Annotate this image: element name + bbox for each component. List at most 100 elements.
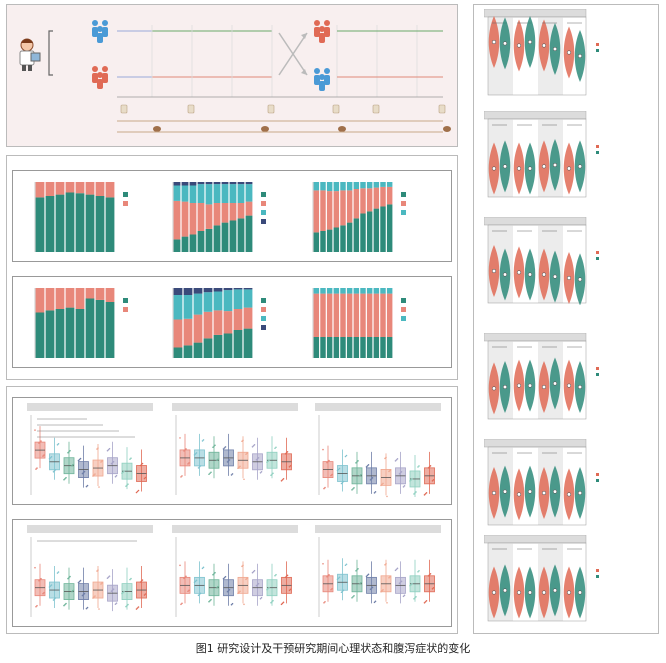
median-point — [516, 270, 522, 275]
data-point — [338, 576, 341, 579]
data-point — [69, 575, 71, 578]
bar-segment — [386, 204, 393, 252]
data-point — [271, 600, 273, 603]
data-point — [144, 476, 147, 479]
data-point — [260, 471, 263, 473]
bar-segment — [229, 184, 237, 203]
data-point — [243, 603, 245, 606]
bar-segment — [85, 182, 95, 195]
data-point — [241, 440, 243, 443]
median-point — [552, 588, 558, 593]
data-point — [259, 472, 262, 474]
data-point — [63, 604, 65, 607]
bar-segment — [373, 208, 380, 252]
data-point — [34, 566, 36, 569]
crossover-icon — [278, 32, 308, 76]
data-point — [187, 590, 189, 593]
data-point — [238, 591, 240, 594]
data-point — [106, 449, 109, 452]
median-point — [527, 39, 533, 45]
data-point — [272, 472, 274, 475]
data-point — [210, 598, 212, 601]
violin-panel — [473, 4, 659, 634]
data-point — [69, 449, 71, 452]
bar-segment — [243, 288, 253, 290]
bar-segment — [245, 201, 253, 216]
data-point — [345, 563, 348, 566]
data-point — [340, 591, 343, 594]
data-point — [251, 571, 254, 574]
data-point — [367, 573, 370, 576]
data-point — [337, 468, 340, 471]
legend-swatch — [261, 192, 266, 197]
data-point — [385, 563, 387, 565]
bar-segment — [320, 337, 326, 358]
data-point — [399, 472, 402, 474]
data-point — [344, 564, 347, 567]
bar-segment — [213, 288, 223, 292]
legend-swatch — [596, 473, 599, 476]
data-point — [239, 465, 241, 468]
bar-segment — [386, 293, 393, 337]
data-point — [351, 597, 353, 599]
bar-segment — [333, 227, 340, 252]
data-point — [400, 471, 403, 473]
data-point — [241, 565, 243, 568]
data-point — [267, 587, 269, 590]
bar-segment — [65, 182, 75, 193]
bar-segment — [386, 186, 393, 205]
data-point — [194, 580, 197, 583]
bar-segment — [340, 225, 346, 252]
bar-segment — [360, 288, 366, 294]
data-point — [256, 458, 259, 460]
data-point — [355, 570, 357, 572]
bar-segment — [340, 293, 346, 337]
data-point — [398, 582, 401, 585]
stool-icon — [338, 126, 346, 132]
data-point — [106, 577, 109, 579]
data-point — [77, 459, 80, 462]
data-point — [48, 586, 51, 588]
bar-segment — [243, 328, 253, 358]
data-point — [394, 460, 397, 462]
data-point — [423, 602, 426, 604]
bar-segment — [346, 190, 353, 223]
plot-frame — [487, 542, 587, 622]
bar-segment — [189, 185, 197, 203]
data-point — [266, 461, 268, 464]
box-row-bottom — [12, 519, 452, 627]
data-point — [322, 448, 324, 451]
data-point — [381, 590, 383, 592]
data-point — [216, 586, 218, 589]
data-point — [48, 458, 51, 460]
data-point — [410, 584, 412, 586]
data-point — [52, 599, 55, 601]
data-point — [425, 600, 428, 602]
data-point — [245, 578, 247, 581]
data-point — [267, 460, 269, 463]
bar-segment — [366, 288, 373, 294]
bar-segment — [340, 182, 346, 191]
data-point — [93, 474, 95, 476]
data-point — [40, 440, 42, 442]
bar-segment — [181, 236, 189, 252]
median-point — [502, 588, 508, 593]
plot-frame — [487, 340, 587, 420]
median-point — [516, 166, 522, 171]
bar-segment — [243, 289, 253, 308]
bar-segment — [237, 184, 245, 203]
data-point — [242, 564, 244, 567]
toilet-icon — [267, 104, 275, 114]
data-point — [245, 453, 247, 456]
data-point — [238, 466, 240, 469]
data-point — [193, 454, 196, 456]
data-point — [97, 447, 99, 449]
median-point — [541, 490, 547, 496]
data-point — [429, 573, 432, 575]
facet-header — [484, 111, 587, 120]
bar-segment — [173, 288, 183, 295]
data-point — [216, 459, 218, 462]
data-point — [57, 443, 60, 445]
legend-swatch — [596, 575, 599, 578]
bar-segment — [65, 307, 75, 358]
